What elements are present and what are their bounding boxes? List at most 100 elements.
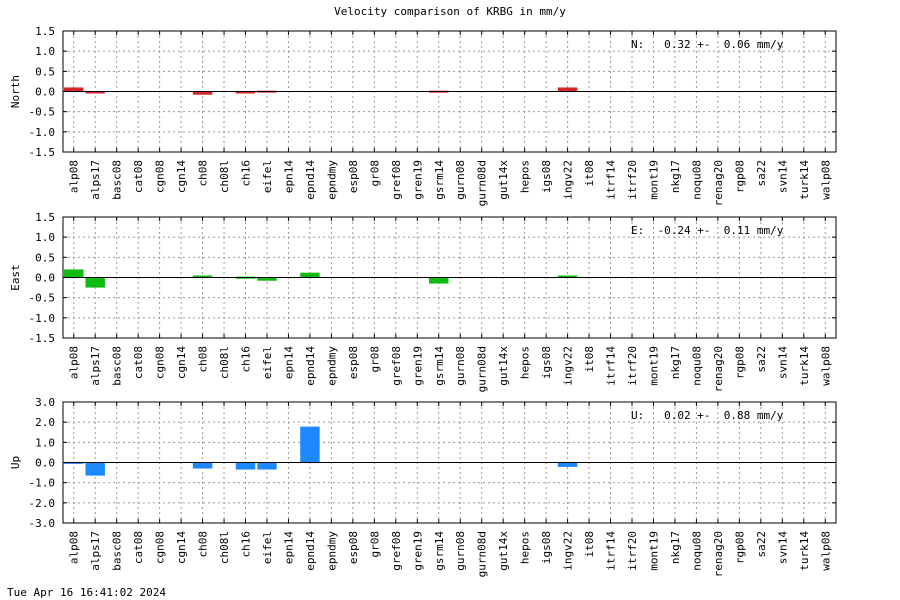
north-xtick-label: esp08 — [347, 160, 360, 193]
up-bar-ch08 — [192, 462, 213, 469]
north-xtick-label: epndmy — [325, 160, 338, 200]
north-plot-frame — [62, 30, 837, 153]
east-xtick-label: ch08l — [218, 346, 231, 379]
east-xtick-label: basc08 — [111, 346, 124, 386]
timestamp: Tue Apr 16 16:41:02 2024 — [7, 586, 166, 599]
up-ytick-label: 1.0 — [35, 436, 55, 449]
east-xtick-label: igs08 — [540, 346, 553, 379]
north-xtick-label: cgn08 — [154, 160, 167, 193]
up-axis-label: Up — [9, 456, 22, 469]
east-bar-ingv22 — [557, 275, 578, 278]
east-ytick-label: 1.5 — [35, 211, 55, 224]
east-xtick-label: turk14 — [798, 346, 811, 386]
north-ytick-label: 0.5 — [35, 65, 55, 78]
north-ytick-label: 1.0 — [35, 45, 55, 58]
north-xtick-label: rgp08 — [733, 160, 746, 193]
east-bar-alp08 — [64, 269, 84, 278]
north-xtick-label: itrf14 — [605, 160, 618, 200]
east-annotation: E: -0.24 +- 0.11 mm/y — [631, 224, 784, 237]
up-xtick-label: it08 — [583, 531, 596, 558]
east-xtick-label: gref08 — [390, 346, 403, 386]
north-xtick-label: gsrm14 — [433, 160, 446, 200]
up-bar-alps17 — [85, 462, 105, 476]
east-xtick-label: esp08 — [347, 346, 360, 379]
east-bar-ch08 — [192, 275, 213, 278]
east-xtick-label: sa22 — [755, 346, 768, 373]
east-xtick-label: cgn14 — [175, 346, 188, 379]
up-xtick-label: sa22 — [755, 531, 768, 558]
north-xtick-label: gren19 — [411, 160, 424, 200]
chart-title: Velocity comparison of KRBG in mm/y — [334, 5, 566, 18]
east-bar-epnd14 — [300, 272, 320, 278]
up-xtick-label: ingv22 — [562, 531, 575, 571]
up-xtick-label: walp08 — [819, 531, 832, 571]
east-xtick-label: nkg17 — [669, 346, 682, 379]
east-xtick-label: eifel — [261, 346, 274, 379]
north-bar-alps17 — [85, 91, 105, 94]
up-xtick-label: gut14x — [497, 531, 510, 571]
east-axis-label: East — [9, 264, 22, 291]
east-xtick-label: gren19 — [411, 346, 424, 386]
up-ytick-label: -1.0 — [29, 477, 56, 490]
north-xtick-label: ingv22 — [562, 160, 575, 200]
east-xtick-label: alp08 — [68, 346, 81, 379]
east-bar-gsrm14 — [429, 277, 449, 284]
east-xtick-label: gurn08d — [476, 346, 489, 392]
north-xtick-label: itrf20 — [626, 160, 639, 200]
north-xtick-label: ch16 — [240, 160, 253, 187]
east-xtick-label: mont19 — [647, 346, 660, 386]
east-xtick-label: epn14 — [282, 346, 295, 379]
up-ytick-label: 2.0 — [35, 416, 55, 429]
up-bar-epnd14 — [300, 426, 320, 463]
up-xtick-label: basc08 — [111, 531, 124, 571]
up-xtick-label: ch16 — [240, 531, 253, 558]
up-ytick-label: 3.0 — [35, 396, 55, 409]
north-xtick-label: noqu08 — [690, 160, 703, 200]
north-ytick-label: -1.5 — [29, 146, 56, 159]
north-bar-ch16 — [235, 91, 256, 94]
east-plot-frame — [62, 216, 837, 339]
north-xtick-label: igs08 — [540, 160, 553, 193]
north-xtick-label: walp08 — [819, 160, 832, 200]
east-xtick-label: ingv22 — [562, 346, 575, 386]
up-xtick-label: eifel — [261, 531, 274, 564]
up-annotation: U: 0.02 +- 0.88 mm/y — [631, 409, 784, 422]
east-xtick-label: gut14x — [497, 346, 510, 386]
up-xtick-label: igs08 — [540, 531, 553, 564]
north-xtick-label: gref08 — [390, 160, 403, 200]
north-xtick-label: cat08 — [132, 160, 145, 193]
north-xtick-label: ch08 — [197, 160, 210, 187]
up-xtick-label: nkg17 — [669, 531, 682, 564]
north-xtick-label: epnd14 — [304, 160, 317, 200]
east-xtick-label: itrf20 — [626, 346, 639, 386]
east-xtick-label: walp08 — [819, 346, 832, 386]
up-xtick-label: mont19 — [647, 531, 660, 571]
up-xtick-label: svn14 — [776, 531, 789, 564]
north-xtick-label: basc08 — [111, 160, 124, 200]
up-xtick-label: gren19 — [411, 531, 424, 571]
north-xtick-label: it08 — [583, 160, 596, 187]
north-xtick-label: renag20 — [712, 160, 725, 206]
east-xtick-label: gurn08 — [454, 346, 467, 386]
up-xtick-label: rgp08 — [733, 531, 746, 564]
east-xtick-label: epnd14 — [304, 346, 317, 386]
north-bar-alp08 — [64, 87, 84, 92]
up-xtick-label: gurn08d — [476, 531, 489, 577]
north-ytick-label: -0.5 — [29, 106, 56, 119]
east-ytick-label: -1.5 — [29, 332, 56, 345]
up-xtick-label: gr08 — [368, 531, 381, 558]
up-xtick-label: ch08l — [218, 531, 231, 564]
up-xtick-label: gref08 — [390, 531, 403, 571]
east-xtick-label: svn14 — [776, 346, 789, 379]
east-xtick-label: ch08 — [197, 346, 210, 373]
north-ytick-label: 1.5 — [35, 25, 55, 38]
up-xtick-label: alps17 — [89, 531, 102, 571]
up-xtick-label: noqu08 — [690, 531, 703, 571]
north-xtick-label: gut14x — [497, 160, 510, 200]
east-xtick-label: cat08 — [132, 346, 145, 379]
up-xtick-label: cgn14 — [175, 531, 188, 564]
up-xtick-label: ch08 — [197, 531, 210, 558]
east-ytick-label: -1.0 — [29, 312, 56, 325]
north-ytick-label: 0.0 — [35, 86, 55, 99]
up-xtick-label: itrf14 — [605, 531, 618, 571]
